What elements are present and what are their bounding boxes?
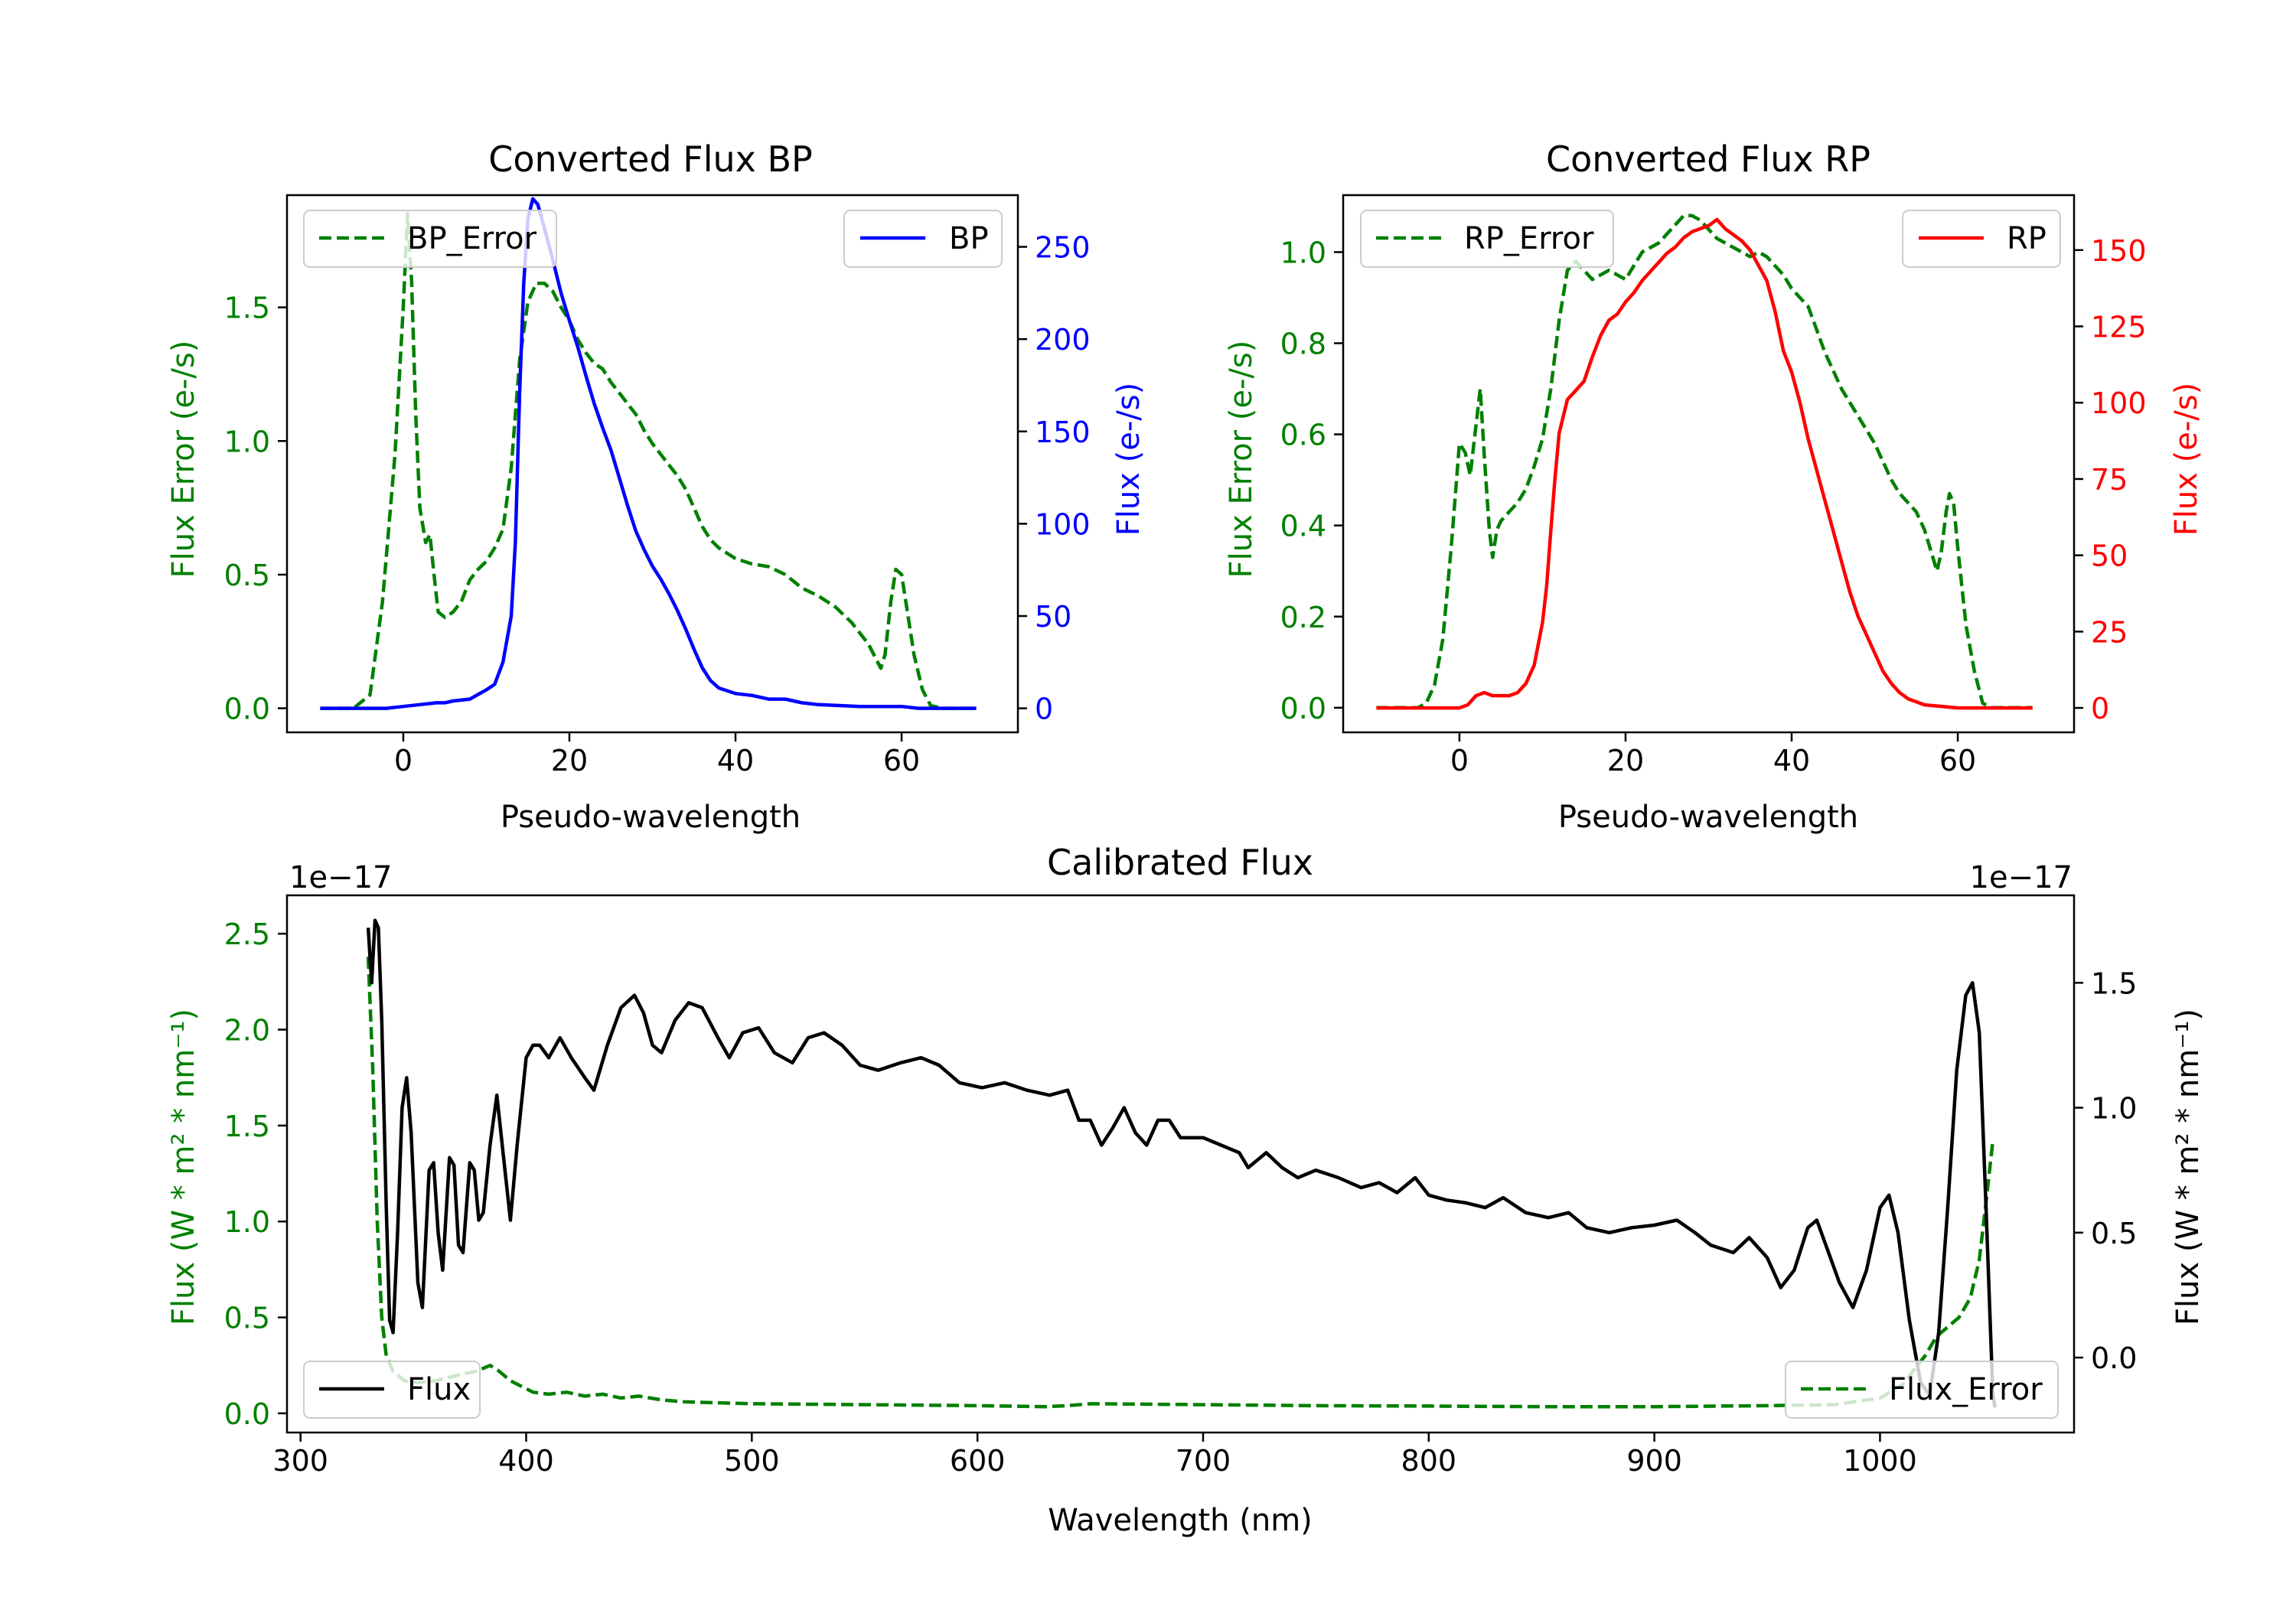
- x-tick-label: 600: [950, 1444, 1006, 1478]
- y-tick-label-left: 0.2: [1280, 601, 1326, 634]
- legend-box: [1785, 1361, 2059, 1419]
- legend-label: Flux_Error: [1889, 1372, 2043, 1407]
- y-tick-label-right: 0.0: [2091, 1341, 2137, 1375]
- legend-right: BP: [843, 210, 1003, 268]
- y-axis-label-right: Flux (W * m² * nm⁻¹): [2170, 1009, 2206, 1325]
- y-tick-label-right: 250: [1035, 231, 1091, 265]
- legend-label: Flux: [407, 1372, 471, 1407]
- y-tick-label-left: 0.0: [224, 693, 270, 726]
- legend-box: [303, 210, 557, 268]
- x-tick-label: 0: [394, 744, 413, 777]
- legend-left: RP_Error: [1360, 210, 1614, 268]
- y-tick-label-right: 200: [1035, 323, 1091, 357]
- x-tick-label: 800: [1401, 1444, 1457, 1478]
- y-tick-label-right: 50: [2091, 539, 2128, 573]
- x-tick-label: 40: [717, 744, 754, 777]
- chart-converted-flux-rp: Converted Flux RP 0 20 40 60 0.0 0.2 0.4 0.6 0.8…: [1224, 139, 2204, 835]
- x-tick-label: 500: [724, 1444, 780, 1478]
- y-tick-label-right: 1.5: [2091, 966, 2137, 1000]
- legend-label: BP: [949, 221, 989, 256]
- y-tick-label-left: 1.5: [224, 1110, 270, 1143]
- y-tick-label-left: 1.0: [224, 425, 270, 458]
- y-tick-label-right: 0: [2091, 692, 2109, 725]
- legend-label: RP: [2007, 221, 2047, 256]
- x-tick-label: 40: [1773, 744, 1810, 777]
- x-tick-label: 700: [1176, 1444, 1231, 1478]
- y-tick-label-left: 1.0: [1280, 236, 1326, 269]
- legend-box: [303, 1361, 481, 1419]
- chart-title: Converted Flux RP: [1546, 139, 1870, 180]
- y-tick-label-left: 0.0: [1280, 692, 1326, 725]
- x-tick-label: 1000: [1843, 1444, 1917, 1478]
- y-tick-label-left: 0.6: [1280, 419, 1326, 452]
- y-tick-label-left: 0.8: [1280, 328, 1326, 361]
- legend-right: RP: [1902, 210, 2061, 268]
- chart-calibrated-flux: Calibrated Flux 1e−17 1e−17 300 400 500 600…: [166, 842, 2206, 1538]
- plot-frame: [1342, 194, 2076, 734]
- plot-frame: [285, 194, 1019, 734]
- plot-frame: [285, 894, 2076, 1434]
- y-tick-label-left: 0.5: [224, 1302, 270, 1335]
- x-axis-label: Pseudo-wavelength: [501, 800, 801, 835]
- y-tick-label-right: 150: [1035, 416, 1091, 449]
- y-tick-label-left: 1.0: [224, 1205, 270, 1239]
- chart-title: Converted Flux BP: [488, 139, 813, 180]
- y-tick-label-left: 0.4: [1280, 510, 1326, 543]
- y-axis-label-right: Flux (e-/s): [1111, 383, 1146, 536]
- chart-title: Calibrated Flux: [1047, 842, 1313, 883]
- legend-label: RP_Error: [1464, 221, 1594, 256]
- offset-label-left: 1e−17: [289, 860, 392, 895]
- x-tick-label: 300: [272, 1444, 328, 1478]
- y-tick-label-left: 1.5: [224, 292, 270, 325]
- y-tick-label-right: 125: [2091, 311, 2147, 344]
- y-tick-label-right: 100: [1035, 507, 1091, 541]
- y-axis-label-right: Flux (e-/s): [2169, 383, 2204, 536]
- legend-box: [1360, 210, 1614, 268]
- series-line-rp-error: [1376, 214, 2033, 710]
- chart-converted-flux-bp: Converted Flux BP 0 20 40 60 0.0 0.5 1.0 1.5 0 50…: [166, 139, 1146, 835]
- y-tick-label-right: 50: [1035, 600, 1071, 634]
- series-line-flux: [366, 918, 1998, 1408]
- y-axis-label-left: Flux Error (e-/s): [1224, 341, 1259, 579]
- legend-right: Flux_Error: [1785, 1361, 2059, 1419]
- series-line-bp-error: [320, 212, 977, 710]
- y-tick-label-right: 150: [2091, 234, 2147, 268]
- y-axis-label-left: Flux (W * m² * nm⁻¹): [166, 1009, 201, 1325]
- y-tick-label-left: 2.5: [224, 918, 270, 951]
- y-axis-label-left: Flux Error (e-/s): [166, 341, 201, 579]
- legend-label: BP_Error: [407, 221, 537, 256]
- legend-left: BP_Error: [303, 210, 557, 268]
- y-tick-label-right: 25: [2091, 615, 2128, 649]
- offset-label-right: 1e−17: [1970, 860, 2073, 895]
- x-tick-label: 60: [883, 744, 920, 777]
- legend-left: Flux: [303, 1361, 481, 1419]
- x-axis-label: Wavelength (nm): [1048, 1503, 1313, 1538]
- y-tick-label-left: 0.5: [224, 559, 270, 592]
- y-tick-label-left: 0.0: [224, 1397, 270, 1431]
- series-line-bp: [320, 197, 977, 710]
- x-tick-label: 20: [551, 744, 588, 777]
- y-tick-label-right: 1.0: [2091, 1092, 2137, 1126]
- y-tick-label-right: 0.5: [2091, 1217, 2137, 1250]
- x-axis-label: Pseudo-wavelength: [1558, 800, 1858, 835]
- y-tick-label-left: 2.0: [224, 1014, 270, 1048]
- x-tick-label: 20: [1607, 744, 1644, 777]
- y-tick-label-right: 0: [1035, 693, 1053, 726]
- x-tick-label: 900: [1626, 1444, 1682, 1478]
- x-tick-label: 60: [1939, 744, 1976, 777]
- y-tick-label-right: 75: [2091, 463, 2128, 497]
- y-tick-label-right: 100: [2091, 386, 2147, 420]
- x-tick-label: 0: [1450, 744, 1469, 777]
- x-tick-label: 400: [498, 1444, 554, 1478]
- series-line-rp: [1376, 217, 2033, 710]
